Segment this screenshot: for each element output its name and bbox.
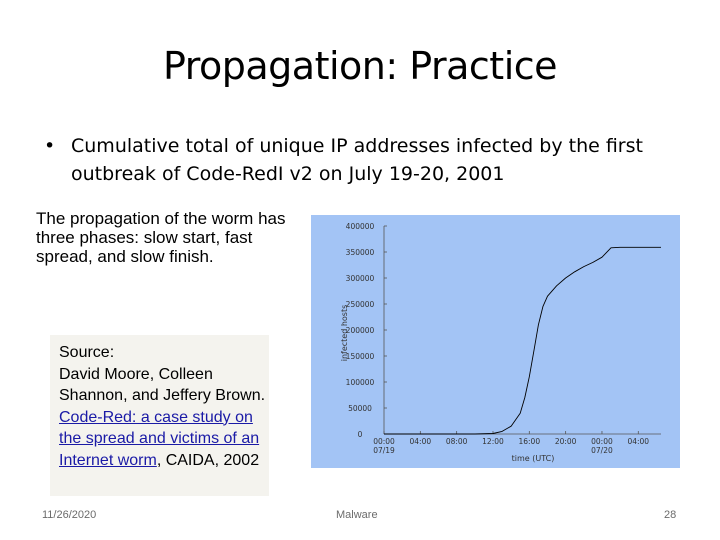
x-tick-date-label: 07/20 bbox=[591, 446, 613, 455]
source-box: Source: David Moore, Colleen Shannon, and… bbox=[50, 335, 269, 496]
y-tick-label: 300000 bbox=[346, 274, 375, 283]
source-label: Source: bbox=[59, 344, 115, 361]
phases-text: The propagation of the worm has three ph… bbox=[36, 209, 286, 266]
infection-chart: 0 50000 100000 150000 200000 250000 300000 3500… bbox=[311, 215, 680, 468]
x-tick-label: 12:00 bbox=[482, 437, 504, 446]
chart-background bbox=[311, 215, 680, 468]
y-tick-label: 200000 bbox=[346, 326, 375, 335]
footer-title: Malware bbox=[336, 509, 378, 521]
footer-date: 11/26/2020 bbox=[42, 509, 97, 521]
bullet-text: Cumulative total of unique IP addresses … bbox=[71, 135, 643, 185]
x-tick-date-label: 07/19 bbox=[373, 446, 395, 455]
infected-hosts-line bbox=[384, 246, 661, 435]
bullet-point: • Cumulative total of unique IP addresse… bbox=[40, 132, 680, 188]
bullet-dot-icon: • bbox=[44, 135, 56, 157]
x-tick-label: 20:00 bbox=[555, 437, 577, 446]
y-axis-label: infected hosts bbox=[340, 305, 349, 362]
source-suffix: , CAIDA, 2002 bbox=[156, 451, 260, 469]
x-tick-label: 00:00 bbox=[373, 437, 395, 446]
y-tick-label: 50000 bbox=[348, 404, 372, 413]
x-tick-label: 08:00 bbox=[446, 437, 468, 446]
y-tick-label: 350000 bbox=[346, 248, 375, 257]
y-tick-label: 0 bbox=[358, 430, 363, 439]
source-link[interactable]: Code-Red: a case study on the spread and… bbox=[59, 408, 260, 469]
x-tick-label: 04:00 bbox=[627, 437, 649, 446]
footer-page-number: 28 bbox=[664, 509, 677, 521]
slide-title: Propagation: Practice bbox=[162, 44, 558, 88]
y-tick-label: 250000 bbox=[346, 300, 375, 309]
y-tick-label: 150000 bbox=[346, 352, 375, 361]
x-tick-label: 04:00 bbox=[410, 437, 432, 446]
x-axis-label: time (UTC) bbox=[512, 454, 555, 463]
source-text: Source: David Moore, Colleen Shannon, and… bbox=[59, 342, 267, 471]
source-authors: David Moore, Colleen Shannon, and Jeffer… bbox=[59, 365, 266, 405]
y-tick-label: 400000 bbox=[346, 222, 375, 231]
y-tick-label: 100000 bbox=[346, 378, 375, 387]
x-tick-label: 00:00 bbox=[591, 437, 613, 446]
x-tick-label: 16:00 bbox=[518, 437, 540, 446]
